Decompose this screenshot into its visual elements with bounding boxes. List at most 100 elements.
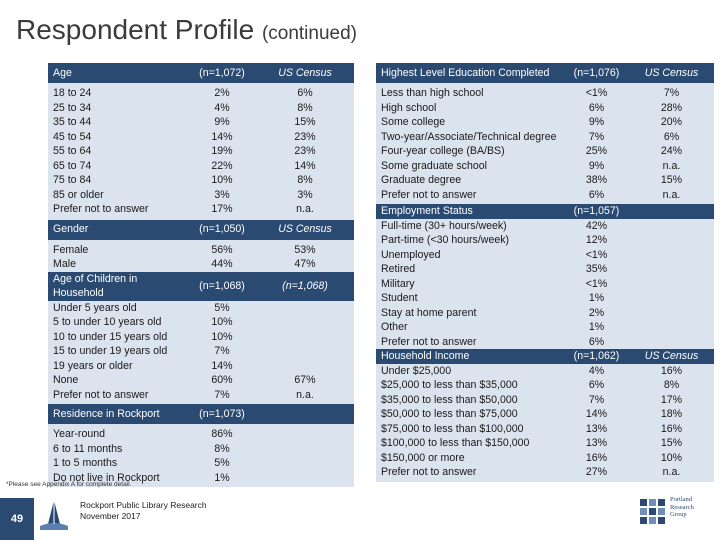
row-value: 9%	[588, 116, 605, 128]
section-subheader: Age of Children in Household (n=1,068) (n=1…	[48, 271, 354, 301]
row-label: $25,000 to less than $35,000	[381, 379, 518, 391]
table-row: High school 6% 28%	[381, 101, 709, 116]
row-census: 8%	[297, 174, 313, 186]
row-label: Some graduate school	[381, 159, 488, 172]
row-label: Prefer not to answer	[53, 388, 149, 401]
table-row: 6 to 11 months 8%	[53, 442, 349, 457]
row-value: <1%	[585, 87, 608, 99]
table-row: Full-time (30+ hours/week) 42%	[381, 219, 709, 234]
left-panel: Age (n=1,072) US Census 18 to 24 2% 6% 25 t…	[48, 63, 354, 487]
row-label: Other	[381, 321, 408, 333]
table-row: Prefer not to answer 27% n.a.	[381, 465, 709, 480]
education-header: Highest Level Education Completed (n=1,0…	[376, 63, 714, 83]
subheader-census: (n=1,068)	[282, 279, 328, 292]
row-value: 7%	[588, 393, 605, 406]
row-value: 42%	[585, 219, 608, 232]
footer: 49 Rockport Public Library Research Nove…	[0, 490, 720, 540]
table-row: Four-year college (BA/BS) 25% 24%	[381, 144, 709, 159]
row-census: 14%	[294, 159, 316, 172]
row-value: 14%	[211, 130, 233, 143]
table-row: Female 56% 53%	[53, 243, 349, 258]
subheader-census: US Census	[644, 350, 699, 362]
subheader-n: (n=1,062)	[573, 350, 620, 362]
row-value: 4%	[214, 101, 230, 114]
row-value: 14%	[585, 408, 608, 420]
table-row: $50,000 to less than $75,000 14% 18%	[381, 407, 709, 422]
table-row: Male 44% 47%	[53, 257, 349, 272]
table-row: Under $25,000 4% 16%	[381, 364, 709, 379]
row-label: Student	[381, 292, 418, 304]
gender-header: Gender (n=1,050) US Census	[48, 219, 354, 240]
residence-header-n: (n=1,073)	[199, 407, 245, 420]
row-value: 13%	[585, 437, 608, 449]
row-value: 5%	[214, 457, 230, 469]
row-label: Two-year/Associate/Technical degree	[381, 130, 557, 143]
table-row: Two-year/Associate/Technical degree 7% 6%	[381, 130, 709, 145]
section-subheader: Employment Status (n=1,057)	[376, 204, 714, 219]
row-census: 17%	[660, 393, 683, 406]
row-label: 1 to 5 months	[53, 457, 118, 469]
row-census: 10%	[660, 451, 683, 464]
row-value: 5%	[214, 301, 230, 314]
row-label: Do not live in Rockport	[53, 471, 160, 484]
title-main: Respondent Profile	[16, 14, 255, 45]
table-row: 45 to 54 14% 23%	[53, 130, 349, 145]
row-value: 7%	[588, 130, 605, 143]
row-value: 17%	[211, 203, 233, 215]
table-row: Unemployed <1%	[381, 248, 709, 263]
residence-rows: Year-round 86% 6 to 11 months 8% 1 to 5 mont…	[48, 424, 354, 487]
row-census: 24%	[660, 145, 683, 157]
row-census: 18%	[660, 408, 683, 420]
row-value: 13%	[585, 422, 608, 435]
table-row: 10 to under 15 years old 10%	[53, 330, 349, 345]
row-label: 15 to under 19 years old	[53, 345, 168, 357]
table-row: 25 to 34 4% 8%	[53, 101, 349, 116]
subheader-n: (n=1,057)	[573, 205, 620, 217]
table-row: Less than high school <1% 7%	[381, 86, 709, 101]
row-census: 23%	[294, 130, 316, 143]
row-census: 23%	[294, 145, 316, 157]
library-logo	[36, 496, 72, 532]
row-label: 10 to under 15 years old	[53, 330, 168, 343]
company-line2: Research	[670, 503, 694, 511]
row-value: <1%	[585, 248, 608, 261]
row-label: Prefer not to answer	[381, 188, 477, 201]
education-header-census: US Census	[644, 66, 699, 79]
row-label: Less than high school	[381, 87, 484, 99]
row-label: Four-year college (BA/BS)	[381, 145, 505, 157]
row-label: Under $25,000	[381, 364, 452, 377]
row-label: 65 to 74	[53, 159, 92, 172]
row-value: 1%	[214, 471, 230, 484]
subheader-label: Age of Children in Household	[53, 272, 183, 301]
company-name: Portland Research Group	[670, 496, 694, 519]
row-label: Under 5 years old	[53, 301, 137, 314]
title-sub: (continued)	[261, 23, 357, 44]
row-value: 7%	[214, 388, 230, 401]
row-census: 53%	[294, 243, 316, 256]
row-census: n.a.	[296, 203, 314, 215]
table-row: Military <1%	[381, 277, 709, 292]
right-panel: Highest Level Education Completed (n=1,0…	[376, 63, 714, 482]
row-label: Male	[53, 258, 76, 270]
row-label: 18 to 24	[53, 87, 92, 99]
row-label: 35 to 44	[53, 116, 92, 128]
age-header-n: (n=1,072)	[199, 66, 245, 79]
education-header-n: (n=1,076)	[573, 66, 620, 79]
page-title: Respondent Profile (continued)	[16, 14, 357, 46]
footnote: *Please see Appendix A for complete deta…	[6, 481, 132, 488]
gender-children-rows: Female 56% 53% Male 44% 47% Age of Children in…	[48, 239, 354, 404]
footer-report-title: Rockport Public Library Research	[80, 500, 207, 510]
row-label: 85 or older	[53, 188, 104, 201]
row-label: Full-time (30+ hours/week)	[381, 219, 507, 232]
table-row: Some graduate school 9% n.a.	[381, 159, 709, 174]
table-row: 65 to 74 22% 14%	[53, 159, 349, 174]
table-row: 85 or older 3% 3%	[53, 188, 349, 203]
row-census: 8%	[663, 379, 680, 391]
row-value: 16%	[585, 451, 608, 464]
table-row: 1 to 5 months 5%	[53, 456, 349, 471]
age-header-census: US Census	[278, 66, 332, 79]
row-label: High school	[381, 101, 437, 114]
table-row: Retired 35%	[381, 262, 709, 277]
row-census: 3%	[297, 188, 313, 201]
education-header-label: Highest Level Education Completed	[381, 66, 550, 79]
